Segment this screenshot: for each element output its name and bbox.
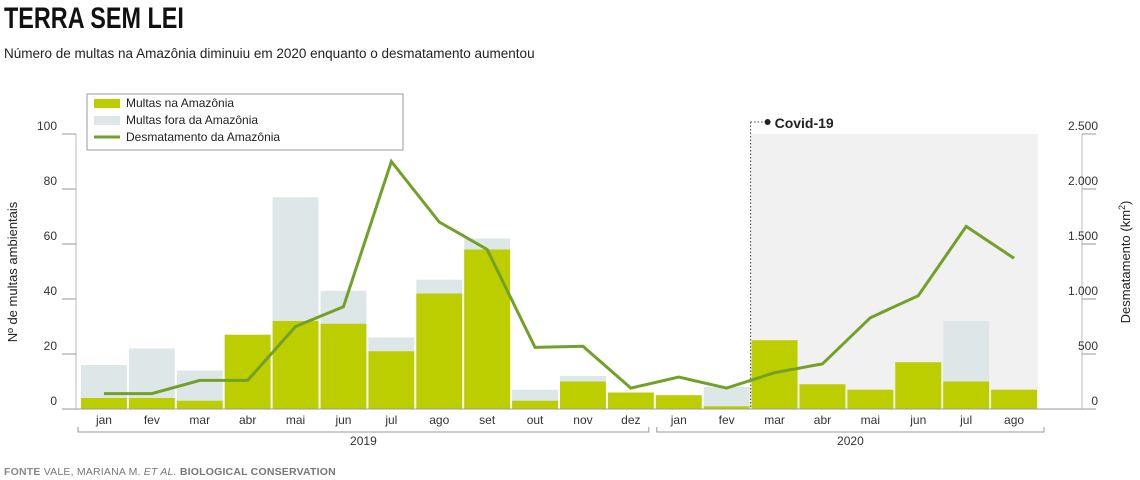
bar-amazon	[176, 400, 223, 409]
bar-amazon	[464, 249, 511, 409]
bar-amazon	[416, 293, 463, 409]
x-tick-label: jan	[95, 413, 112, 427]
y-right-tick-label: 2.000	[1068, 174, 1098, 188]
bar-amazon	[655, 395, 702, 409]
y-right-axis-title: Desmatamento (km2)	[1117, 201, 1133, 324]
bar-amazon	[368, 351, 415, 409]
bar-amazon	[320, 323, 367, 409]
x-tick-label: abr	[814, 413, 831, 427]
y-left-tick-label: 100	[37, 119, 57, 133]
bar-amazon	[991, 389, 1037, 409]
x-tick-label: mai	[286, 413, 305, 427]
chart-title: TERRA SEM LEI	[4, 2, 184, 35]
y-right-tick-label: 1.500	[1068, 229, 1098, 243]
year-label: 2019	[350, 434, 377, 448]
bar-amazon	[512, 400, 558, 409]
y-left-tick-label: 80	[44, 174, 58, 188]
x-tick-label: jun	[909, 413, 926, 427]
y-left-tick-label: 20	[44, 339, 58, 353]
x-tick-label: jun	[334, 413, 351, 427]
y-right-tick-label: 1.000	[1068, 284, 1098, 298]
x-tick-label: ago	[1004, 413, 1024, 427]
x-tick-label: mar	[764, 413, 785, 427]
bar-outside	[703, 387, 750, 409]
legend-label: Multas fora da Amazônia	[126, 113, 258, 127]
x-tick-label: dez	[621, 413, 640, 427]
line-desmatamento	[103, 158, 1015, 396]
bar-amazon	[895, 362, 942, 409]
bar-amazon	[799, 384, 846, 409]
y-left-tick-label: 40	[44, 284, 58, 298]
bar-amazon	[847, 389, 894, 409]
bar-amazon	[703, 406, 750, 409]
y-right-tick-label: 500	[1078, 339, 1098, 353]
bar-amazon	[607, 392, 654, 409]
legend-label: Desmatamento da Amazônia	[126, 130, 280, 144]
x-tick-label: set	[479, 413, 496, 427]
bar-amazon	[560, 381, 606, 409]
covid-marker-dot	[764, 119, 771, 125]
source-label: FONTE	[4, 466, 41, 478]
x-tick-label: jul	[384, 413, 397, 427]
covid-label: Covid-19	[775, 115, 834, 131]
source-journal: BIOLOGICAL CONSERVATION	[179, 466, 336, 478]
y-left-tick-label: 60	[44, 229, 58, 243]
covid-shade	[750, 134, 1038, 409]
year-bracket	[656, 427, 1045, 433]
x-tick-label: abr	[239, 413, 256, 427]
legend-swatch	[94, 99, 120, 108]
x-tick-label: jul	[959, 413, 972, 427]
year-label: 2020	[837, 434, 864, 448]
legend-swatch	[94, 116, 120, 125]
y-right-tick-label: 2.500	[1068, 119, 1098, 133]
x-tick-label: nov	[573, 413, 592, 427]
source-etal: ET AL.	[143, 466, 177, 478]
year-bracket	[77, 427, 650, 433]
x-tick-label: fev	[144, 413, 160, 427]
source-note: FONTE VALE, MARIANA M. ET AL. BIOLOGICAL…	[4, 466, 336, 478]
bar-amazon	[81, 398, 127, 409]
x-tick-label: out	[527, 413, 544, 427]
y-left-tick-label: 0	[50, 394, 57, 408]
x-tick-label: fev	[719, 413, 735, 427]
y-right-tick-label: 0	[1091, 394, 1098, 408]
bar-amazon	[128, 398, 175, 409]
bar-amazon	[272, 321, 319, 409]
legend-label: Multas na Amazônia	[126, 96, 234, 110]
y-left-axis-title: Nº de multas ambientais	[5, 201, 20, 342]
source-authors: VALE, MARIANA M.	[43, 466, 141, 478]
bar-amazon	[943, 381, 990, 409]
bar-amazon	[751, 340, 798, 409]
bar-amazon	[224, 334, 271, 409]
x-tick-label: mai	[861, 413, 880, 427]
chart-subtitle: Número de multas na Amazônia diminuiu em…	[4, 46, 535, 61]
legend-box	[86, 93, 404, 151]
x-tick-label: jan	[670, 413, 687, 427]
x-tick-label: ago	[429, 413, 449, 427]
x-tick-label: mar	[189, 413, 210, 427]
